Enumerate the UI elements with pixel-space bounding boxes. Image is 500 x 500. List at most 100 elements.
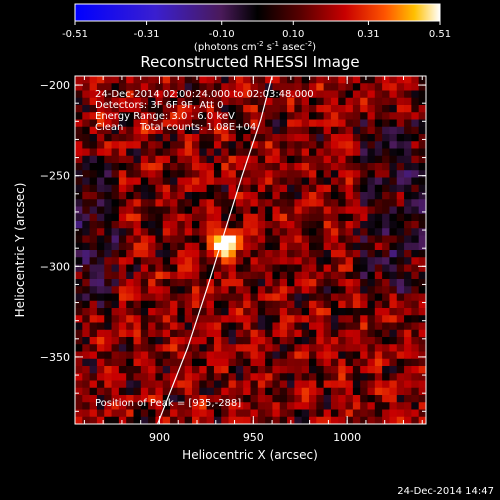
heatmap-cell bbox=[374, 221, 383, 229]
heatmap-cell bbox=[323, 184, 332, 193]
heatmap-cell bbox=[177, 308, 186, 316]
heatmap-cell bbox=[411, 134, 420, 142]
heatmap-cell bbox=[96, 83, 105, 92]
heatmap-cell bbox=[279, 134, 288, 142]
heatmap-cell bbox=[170, 380, 178, 389]
heatmap-cell bbox=[75, 141, 83, 150]
heatmap-cell bbox=[301, 395, 310, 403]
heatmap-cell bbox=[338, 184, 347, 193]
heatmap-cell bbox=[96, 213, 105, 222]
heatmap-cell bbox=[155, 83, 164, 92]
heatmap-cell bbox=[170, 228, 178, 237]
heatmap-cell bbox=[360, 163, 369, 171]
heatmap-cell bbox=[374, 242, 383, 251]
heatmap-cell bbox=[243, 177, 252, 186]
heatmap-cell bbox=[418, 271, 426, 280]
heatmap-cell bbox=[199, 308, 208, 316]
heatmap-cell bbox=[89, 112, 98, 121]
heatmap-cell bbox=[250, 221, 259, 229]
heatmap-cell bbox=[155, 90, 164, 99]
heatmap-cell bbox=[345, 387, 354, 396]
heatmap-cell bbox=[111, 329, 120, 338]
heatmap-cell bbox=[272, 409, 281, 418]
heatmap-cell bbox=[287, 112, 295, 121]
heatmap-cell bbox=[148, 213, 157, 222]
heatmap-cell bbox=[352, 97, 361, 106]
heatmap-cell bbox=[221, 416, 230, 424]
heatmap-cell bbox=[382, 112, 391, 121]
heatmap-cell bbox=[367, 155, 376, 164]
heatmap-cell bbox=[235, 402, 244, 411]
heatmap-cell bbox=[316, 170, 325, 179]
heatmap-cell bbox=[155, 228, 164, 237]
heatmap-cell bbox=[199, 170, 208, 179]
heatmap-cell bbox=[367, 329, 376, 338]
heatmap-cell bbox=[279, 163, 288, 171]
heatmap-cell bbox=[301, 221, 310, 229]
heatmap-cell bbox=[330, 380, 339, 389]
heatmap-cell bbox=[411, 300, 420, 309]
heatmap-cell bbox=[206, 286, 215, 295]
heatmap-cell bbox=[89, 148, 98, 157]
heatmap-cell bbox=[162, 235, 171, 244]
heatmap-cell bbox=[257, 271, 266, 280]
heatmap-cell bbox=[309, 322, 317, 331]
heatmap-cell bbox=[75, 300, 83, 309]
heatmap-cell bbox=[338, 366, 347, 374]
heatmap-cell bbox=[382, 148, 391, 157]
heatmap-cell bbox=[338, 409, 347, 418]
heatmap-cell bbox=[294, 337, 303, 345]
heatmap-cell bbox=[352, 271, 361, 280]
heatmap-cell bbox=[221, 184, 230, 193]
heatmap-cell bbox=[338, 112, 347, 121]
heatmap-cell bbox=[301, 286, 310, 295]
heatmap-cell bbox=[228, 366, 237, 374]
heatmap-cell bbox=[338, 141, 347, 150]
heatmap-cell bbox=[374, 177, 383, 186]
heatmap-cell bbox=[177, 184, 186, 193]
heatmap-cell bbox=[279, 337, 288, 345]
heatmap-cell bbox=[133, 315, 142, 324]
heatmap-cell bbox=[235, 141, 244, 150]
heatmap-cell bbox=[235, 199, 244, 208]
heatmap-cell bbox=[323, 221, 332, 229]
heatmap-cell bbox=[279, 119, 288, 128]
heatmap-cell bbox=[265, 112, 274, 121]
heatmap-cell bbox=[330, 148, 339, 157]
heatmap-cell bbox=[323, 271, 332, 280]
heatmap-cell bbox=[396, 206, 405, 215]
heatmap-cell bbox=[301, 141, 310, 150]
heatmap-cell bbox=[162, 126, 171, 135]
heatmap-cell bbox=[330, 366, 339, 374]
heatmap-cell bbox=[338, 206, 347, 215]
heatmap-cell bbox=[382, 300, 391, 309]
heatmap-cell bbox=[184, 213, 193, 222]
heatmap-cell bbox=[184, 141, 193, 150]
heatmap-cell bbox=[374, 402, 383, 411]
heatmap-cell bbox=[272, 105, 281, 113]
heatmap-cell bbox=[221, 192, 230, 200]
heatmap-cell bbox=[206, 373, 215, 382]
heatmap-cell bbox=[213, 141, 222, 150]
heatmap-cell bbox=[382, 126, 391, 135]
heatmap-cell bbox=[360, 279, 369, 287]
heatmap-cell bbox=[155, 308, 164, 316]
heatmap-cell bbox=[162, 366, 171, 374]
heatmap-cell bbox=[148, 395, 157, 403]
heatmap-cell bbox=[82, 134, 91, 142]
heatmap-cell bbox=[213, 308, 222, 316]
heatmap-cell bbox=[104, 170, 113, 179]
heatmap-cell bbox=[338, 192, 347, 200]
heatmap-cell bbox=[411, 373, 420, 382]
heatmap-cell bbox=[345, 83, 354, 92]
heatmap-cell bbox=[96, 235, 105, 244]
heatmap-cell bbox=[411, 148, 420, 157]
heatmap-cell bbox=[360, 329, 369, 338]
heatmap-cell bbox=[345, 344, 354, 353]
heatmap-cell bbox=[192, 155, 200, 164]
heatmap-cell bbox=[82, 76, 91, 84]
heatmap-cell bbox=[301, 293, 310, 302]
heatmap-cell bbox=[228, 163, 237, 171]
heatmap-cell bbox=[155, 242, 164, 251]
heatmap-cell bbox=[389, 322, 398, 331]
